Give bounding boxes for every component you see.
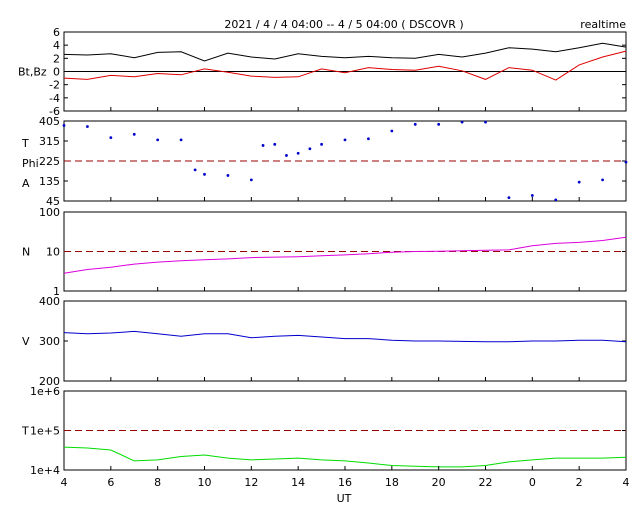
data-point bbox=[249, 178, 253, 182]
y-tick-label: 4 bbox=[53, 39, 60, 52]
y-axis-label: T bbox=[21, 425, 29, 438]
y-axis-label: V bbox=[22, 335, 30, 348]
data-point bbox=[413, 122, 417, 126]
data-point bbox=[343, 138, 347, 142]
data-point bbox=[390, 129, 394, 133]
data-point bbox=[507, 196, 511, 200]
x-tick-label: 18 bbox=[385, 476, 399, 489]
y-tick-label: -6 bbox=[49, 105, 60, 118]
y-tick-label: 200 bbox=[39, 375, 60, 388]
data-point bbox=[601, 178, 604, 182]
series-line-bt bbox=[63, 42, 627, 62]
data-point bbox=[285, 154, 288, 157]
x-tick-label: 2 bbox=[576, 476, 583, 489]
y-tick-label: 1e+6 bbox=[30, 385, 60, 398]
y-tick-label: 225 bbox=[39, 155, 60, 168]
data-point bbox=[156, 138, 160, 142]
x-tick-label: 0 bbox=[529, 476, 536, 489]
data-point bbox=[273, 142, 277, 146]
y-axis-label: Phi bbox=[22, 157, 39, 170]
data-point bbox=[296, 151, 300, 155]
x-tick-label: 22 bbox=[479, 476, 493, 489]
y-tick-label: 400 bbox=[39, 295, 60, 308]
x-tick-label: 8 bbox=[154, 476, 161, 489]
data-point bbox=[577, 180, 581, 184]
y-tick-label: 1e+4 bbox=[30, 464, 60, 477]
series-line-n bbox=[63, 236, 627, 274]
data-point bbox=[484, 120, 487, 124]
data-point bbox=[62, 124, 66, 127]
data-point bbox=[320, 142, 323, 146]
y-tick-label: 1e+5 bbox=[30, 425, 60, 438]
panel-phi-angle: 405 315 225 135 45 T Phi A bbox=[21, 115, 628, 208]
y-axis-label: A bbox=[22, 177, 30, 190]
data-point bbox=[308, 147, 312, 151]
data-point bbox=[437, 122, 441, 126]
y-tick-label: 0 bbox=[53, 66, 60, 79]
chart-title: 2021 / 4 / 4 04:00 -- 4 / 5 04:00 ( DSCO… bbox=[224, 18, 463, 31]
data-point bbox=[624, 160, 628, 164]
x-tick-label: 6 bbox=[107, 476, 114, 489]
y-tick-label: 2 bbox=[53, 52, 60, 65]
y-tick-label: 1 bbox=[53, 285, 60, 298]
y-tick-label: 45 bbox=[46, 195, 60, 208]
data-point bbox=[86, 125, 89, 128]
x-tick-label: 20 bbox=[432, 476, 446, 489]
x-tick-label: 10 bbox=[198, 476, 212, 489]
x-tick-label: 12 bbox=[244, 476, 258, 489]
y-tick-label: 100 bbox=[39, 206, 60, 219]
panel-density: 100 10 1 N bbox=[22, 206, 627, 298]
x-axis: 4 6 8 10 12 14 16 18 20 22 0 2 4 bbox=[61, 476, 630, 489]
y-tick-label: 10 bbox=[46, 246, 60, 259]
data-point bbox=[179, 138, 183, 142]
panels: 6420-2-4-6Bt,Bz40531522513545TPhiA100101… bbox=[18, 26, 628, 477]
data-point bbox=[132, 132, 136, 136]
y-axis-label: N bbox=[22, 246, 30, 259]
y-tick-label: -4 bbox=[49, 92, 60, 105]
series-line-bz bbox=[63, 50, 627, 81]
y-tick-label: 6 bbox=[53, 26, 60, 39]
y-axis-label: Bt,Bz bbox=[18, 66, 47, 79]
data-point bbox=[261, 144, 265, 147]
data-point bbox=[460, 120, 464, 124]
y-tick-label: 300 bbox=[39, 335, 60, 348]
x-axis-label: UT bbox=[337, 492, 352, 505]
y-tick-label: 405 bbox=[39, 115, 60, 128]
x-tick-label: 14 bbox=[291, 476, 305, 489]
data-point bbox=[203, 172, 206, 176]
data-point bbox=[109, 136, 113, 140]
data-point bbox=[530, 194, 534, 197]
data-point bbox=[367, 137, 370, 141]
y-tick-label: 135 bbox=[39, 175, 60, 188]
data-point bbox=[226, 174, 230, 177]
panel-temperature: 1e+6 1e+5 1e+4 T bbox=[21, 385, 627, 477]
data-point bbox=[554, 198, 558, 202]
panel-speed: 400 300 200 V bbox=[22, 295, 627, 388]
y-tick-label: -2 bbox=[49, 79, 60, 92]
x-tick-label: 4 bbox=[623, 476, 630, 489]
data-point bbox=[193, 168, 197, 172]
realtime-label: realtime bbox=[580, 18, 626, 31]
y-tick-label: 315 bbox=[39, 135, 60, 148]
series-line-t bbox=[63, 446, 627, 468]
y-axis-label: T bbox=[21, 137, 29, 150]
x-tick-label: 16 bbox=[338, 476, 352, 489]
series-line-v bbox=[63, 330, 627, 343]
x-tick-label: 4 bbox=[61, 476, 68, 489]
